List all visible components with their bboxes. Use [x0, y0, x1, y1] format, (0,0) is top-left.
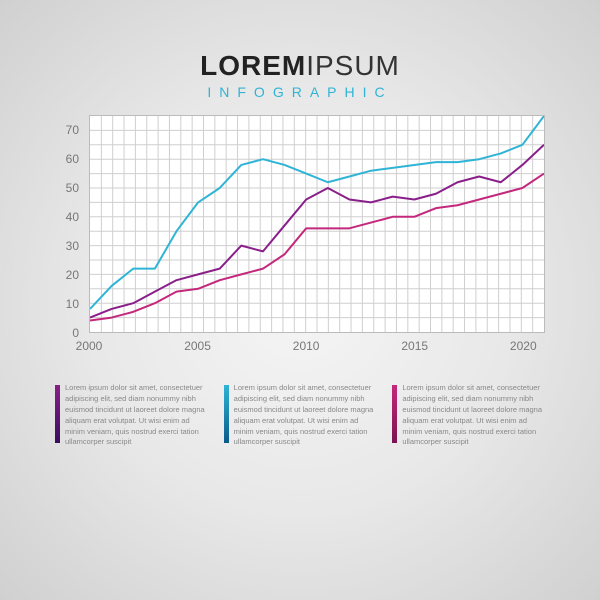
info-column: Lorem ipsum dolor sit amet, consectetuer…: [55, 383, 208, 448]
column-text: Lorem ipsum dolor sit amet, consectetuer…: [402, 383, 545, 448]
x-tick: 2010: [293, 339, 320, 353]
column-text: Lorem ipsum dolor sit amet, consectetuer…: [234, 383, 377, 448]
column-accent-bar: [55, 385, 60, 443]
page-title: LOREMIPSUM: [55, 50, 545, 82]
y-tick: 10: [66, 298, 79, 310]
y-tick: 20: [66, 269, 79, 281]
title-bold: LOREM: [200, 50, 306, 81]
y-tick: 50: [66, 182, 79, 194]
x-tick: 2005: [184, 339, 211, 353]
line-chart: 706050403020100 20002005201020152020: [55, 115, 545, 355]
page-subtitle: INFOGRAPHIC: [55, 84, 545, 100]
y-tick: 30: [66, 240, 79, 252]
y-tick: 0: [72, 327, 79, 339]
info-columns: Lorem ipsum dolor sit amet, consectetuer…: [55, 383, 545, 448]
x-axis: 20002005201020152020: [89, 335, 545, 355]
column-accent-bar: [392, 385, 397, 443]
chart-svg: [90, 116, 544, 332]
column-text: Lorem ipsum dolor sit amet, consectetuer…: [65, 383, 208, 448]
column-accent-bar: [224, 385, 229, 443]
infographic-container: LOREMIPSUM INFOGRAPHIC 706050403020100 2…: [0, 0, 600, 600]
x-tick: 2020: [510, 339, 537, 353]
header: LOREMIPSUM INFOGRAPHIC: [55, 50, 545, 100]
y-axis: 706050403020100: [55, 115, 85, 333]
y-tick: 40: [66, 211, 79, 223]
y-tick: 70: [66, 124, 79, 136]
y-tick: 60: [66, 153, 79, 165]
info-column: Lorem ipsum dolor sit amet, consectetuer…: [392, 383, 545, 448]
x-tick: 2000: [76, 339, 103, 353]
plot-area: [89, 115, 545, 333]
info-column: Lorem ipsum dolor sit amet, consectetuer…: [224, 383, 377, 448]
title-light: IPSUM: [306, 50, 400, 81]
x-tick: 2015: [401, 339, 428, 353]
